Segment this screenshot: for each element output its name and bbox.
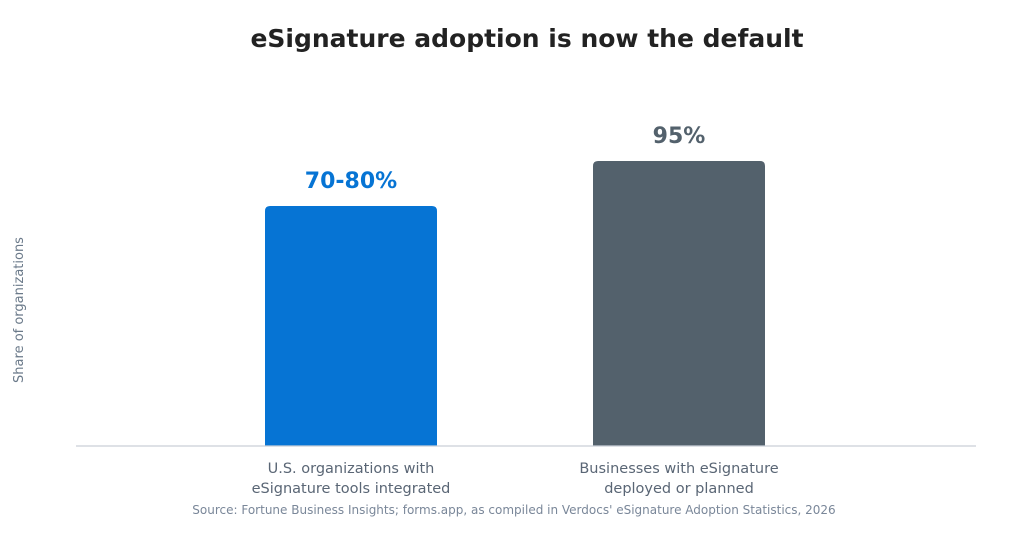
x-tick-label-2-line-1: Businesses with eSignature [579, 461, 778, 477]
chart-title: eSignature adoption is now the default [250, 24, 803, 53]
bar-2 [593, 161, 765, 446]
data-label-1: 70-80% [305, 169, 397, 194]
x-tick-label-1-line-2: eSignature tools integrated [252, 481, 451, 497]
x-tick-label-2-line-2: deployed or planned [604, 481, 754, 497]
bar-1 [265, 206, 437, 446]
x-tick-label-1-line-1: U.S. organizations with [268, 461, 435, 477]
bars-layer [265, 161, 765, 446]
source-note: Source: Fortune Business Insights; forms… [192, 503, 835, 517]
labels-layer: 70-80% U.S. organizations with eSignature … [252, 124, 779, 497]
data-label-2: 95% [653, 124, 706, 149]
y-axis-label: Share of organizations [12, 237, 27, 383]
